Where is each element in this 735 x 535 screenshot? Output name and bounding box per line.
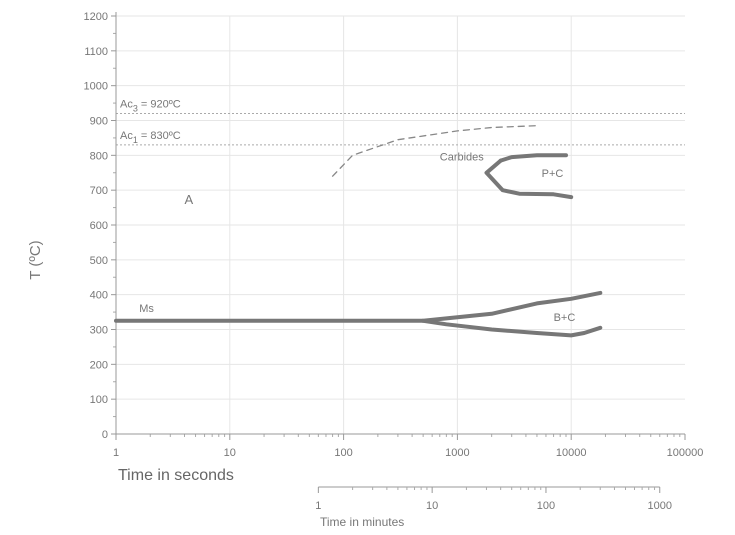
x-axis-label: Time in seconds	[118, 467, 234, 484]
y-tick-label: 100	[90, 394, 108, 406]
y-tick-label: 1000	[84, 81, 108, 93]
reference-line-label: Ac1 = 830ºC	[120, 130, 181, 145]
reference-lines	[116, 113, 685, 146]
series-layer	[114, 125, 603, 338]
series-line	[114, 290, 603, 323]
x-tick-label: 10	[224, 447, 236, 459]
annotation-label: A	[185, 192, 194, 207]
annotation-label: B+C	[554, 312, 576, 324]
y-tick-label: 200	[90, 359, 108, 371]
y-tick-label: 900	[90, 116, 108, 128]
annotation-label: P+C	[542, 168, 564, 180]
annotations: Ac3 = 920ºC Ac1 = 830ºC Carbides P+C A Ms B+C	[120, 99, 575, 324]
y-tick-label: 700	[90, 185, 108, 197]
y-tick-label: 1200	[84, 11, 108, 23]
annotation-label: Ms	[139, 303, 154, 315]
x-tick-label: 100000	[667, 447, 704, 459]
y-tick-label: 500	[90, 255, 108, 267]
series-line	[331, 125, 538, 177]
y-axis-label: T (ºC)	[27, 240, 44, 279]
secondary-x-tick-label: 1	[315, 500, 321, 512]
series-line	[498, 153, 568, 163]
x-tick-label: 10000	[556, 447, 587, 459]
secondary-axis-label: Time in minutes	[320, 515, 404, 529]
y-tick-label: 800	[90, 150, 108, 162]
x-tick-label: 1	[113, 447, 119, 459]
secondary-x-tick-label: 1000	[648, 500, 672, 512]
y-tick-label: 300	[90, 325, 108, 337]
x-tick-label: 1000	[445, 447, 469, 459]
annotation-label: Carbides	[440, 152, 485, 164]
reference-line-label: Ac3 = 920ºC	[120, 99, 181, 114]
y-tick-label: 400	[90, 290, 108, 302]
secondary-x-tick-label: 100	[537, 500, 555, 512]
series-line	[421, 318, 603, 338]
axes: 0100200300400500600700800900100011001200…	[84, 11, 704, 512]
y-tick-label: 1100	[84, 46, 108, 58]
x-tick-label: 100	[334, 447, 352, 459]
secondary-x-tick-label: 10	[426, 500, 438, 512]
series-line	[484, 158, 574, 200]
grid	[116, 15, 685, 434]
y-tick-label: 0	[102, 429, 108, 441]
y-tick-label: 600	[90, 220, 108, 232]
